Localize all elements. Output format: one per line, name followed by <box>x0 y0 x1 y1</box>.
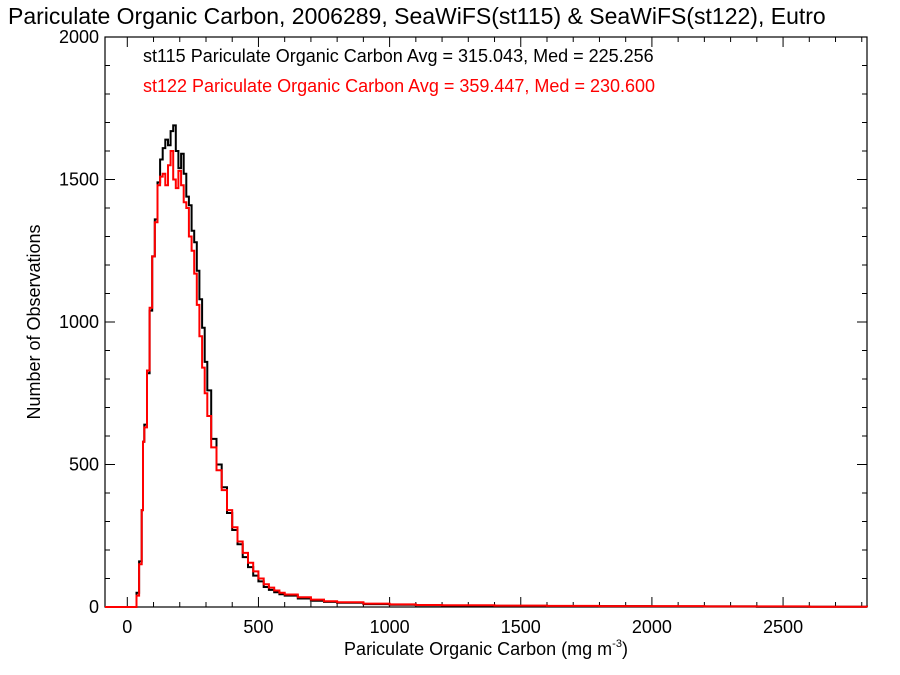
x-tick-label: 2500 <box>763 617 803 637</box>
x-axis-label-superscript: -3 <box>612 638 622 650</box>
y-axis-label: Number of Observations <box>24 224 44 419</box>
x-tick-label: 1500 <box>501 617 541 637</box>
y-tick-label: 500 <box>69 455 99 475</box>
x-tick-label: 1000 <box>370 617 410 637</box>
y-axis-ticks: 0 500 1000 1500 2000 <box>59 27 867 617</box>
series-st122-line <box>105 150 868 608</box>
y-tick-label: 1500 <box>59 170 99 190</box>
x-tick-label: 500 <box>243 617 273 637</box>
legend-entry-st122: st122 Pariculate Organic Carbon Avg = 35… <box>143 76 655 96</box>
x-axis-label: Pariculate Organic Carbon (mg m-3) <box>344 638 628 659</box>
x-axis-ticks: 0 500 1000 1500 2000 2500 <box>122 37 863 637</box>
y-tick-label: 1000 <box>59 312 99 332</box>
legend-entry-st115: st115 Pariculate Organic Carbon Avg = 31… <box>143 46 654 66</box>
x-axis-label-main: Pariculate Organic Carbon (mg m <box>344 639 612 659</box>
series-st115-line <box>105 124 868 608</box>
x-tick-label: 0 <box>122 617 132 637</box>
x-axis-label-tail: ) <box>622 639 628 659</box>
y-tick-label: 0 <box>89 597 99 617</box>
series-layer <box>105 124 868 608</box>
plot-frame <box>104 36 868 608</box>
chart-title: Pariculate Organic Carbon, 2006289, SeaW… <box>8 3 826 29</box>
y-tick-label: 2000 <box>59 27 99 47</box>
x-tick-label: 2000 <box>632 617 672 637</box>
